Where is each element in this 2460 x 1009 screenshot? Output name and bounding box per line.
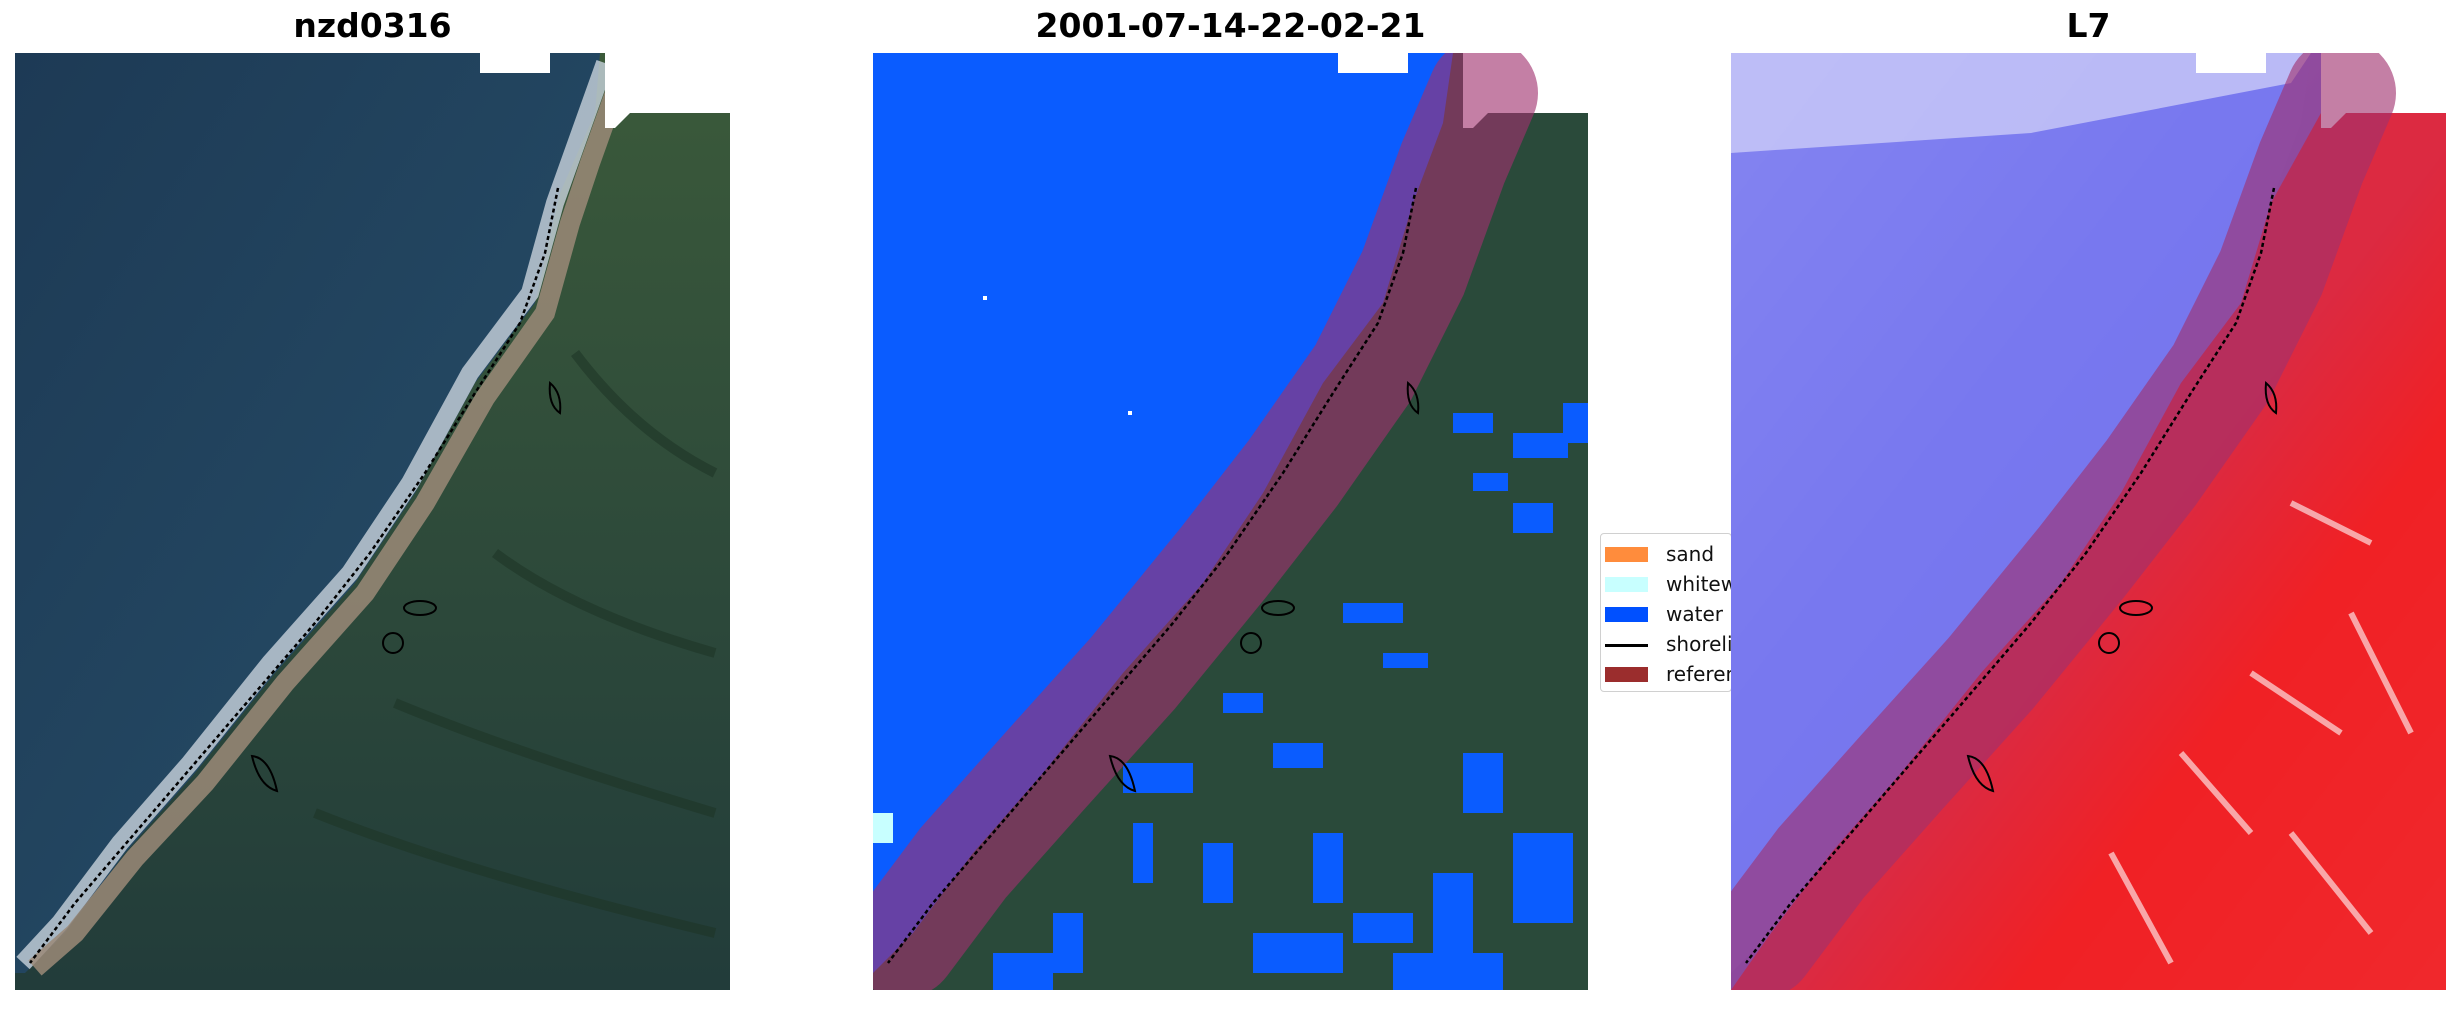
- shoreline-line-swatch: [1605, 644, 1648, 647]
- legend-label: shoreline: [1666, 632, 1732, 656]
- classification-panel: [873, 53, 1588, 990]
- legend-label: reference shoreline buffer: [1666, 662, 1731, 686]
- panel-title-index: L7: [2066, 6, 2111, 45]
- rgb-satellite-image: [15, 53, 730, 990]
- reference-buffer-swatch: [1605, 667, 1648, 682]
- classification-image: [873, 53, 1588, 990]
- rgb-image-panel: [15, 53, 730, 990]
- panel-title-classification: 2001-07-14-22-02-21: [1035, 6, 1426, 45]
- sand-swatch: [1605, 547, 1648, 562]
- legend-label: sand: [1666, 542, 1715, 566]
- index-panel: [1731, 53, 2446, 990]
- panel-title-rgb: nzd0316: [293, 6, 452, 45]
- index-image: [1731, 53, 2446, 990]
- whitewater-swatch: [1605, 577, 1648, 592]
- water-swatch: [1605, 607, 1648, 622]
- legend-label: water: [1666, 602, 1723, 626]
